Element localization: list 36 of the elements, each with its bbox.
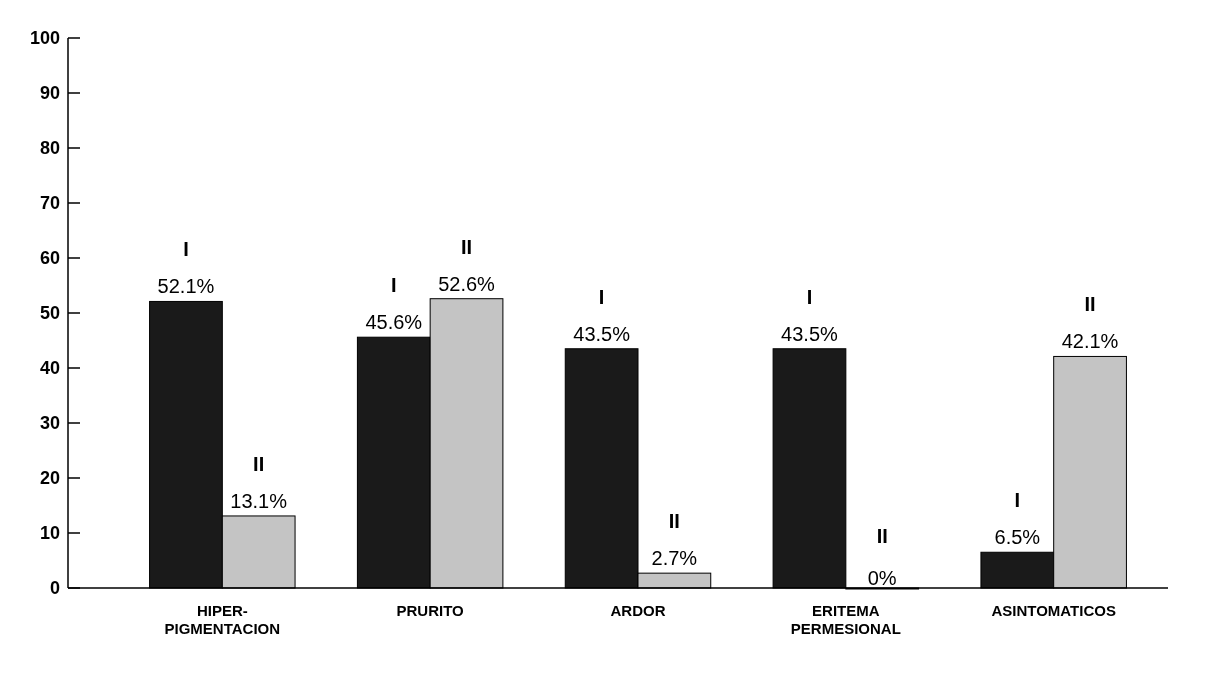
- data-label: 45.6%: [365, 311, 423, 334]
- y-tick-label: 40: [39, 358, 60, 379]
- data-label: 42.1%: [1061, 330, 1119, 353]
- data-label: 43.5%: [781, 322, 839, 345]
- text: II: [876, 525, 888, 547]
- data-label: 52.1%: [157, 275, 215, 298]
- y-tick-label: 70: [39, 193, 60, 214]
- x-tick-label: ERITEMA PERMESIONAL: [790, 602, 901, 637]
- x-tick-label: PRURITO: [396, 602, 465, 619]
- text: II: [668, 510, 680, 533]
- data-label: 13.1%: [230, 489, 288, 512]
- text: II: [253, 452, 265, 475]
- text: II: [1084, 293, 1096, 316]
- y-tick-label: 80: [39, 138, 60, 159]
- y-tick-label: 10: [39, 523, 60, 544]
- text: I: [806, 285, 813, 308]
- y-tick-label: 50: [39, 303, 60, 324]
- y-tick-label: 60: [39, 248, 60, 269]
- data-label: 6.5%: [994, 526, 1041, 549]
- x-tick-label: HIPER- PIGMENTACION: [164, 602, 281, 637]
- data-label: 0%: [867, 567, 897, 589]
- text: I: [1014, 489, 1021, 512]
- data-label: 43.5%: [573, 322, 631, 345]
- text: I: [598, 285, 605, 308]
- y-tick-label: 20: [39, 468, 60, 489]
- text: I: [183, 238, 189, 261]
- x-tick-label: ARDOR: [610, 602, 666, 619]
- y-tick-label: 100: [29, 28, 60, 49]
- text: II: [460, 235, 473, 258]
- y-tick-label: 90: [39, 83, 60, 104]
- x-tick-label: ASINTOMATICOS: [991, 602, 1116, 619]
- y-tick-label: 30: [39, 413, 60, 434]
- text: I: [391, 274, 397, 297]
- data-label: 2.7%: [651, 547, 698, 570]
- y-tick-label: 0: [49, 578, 60, 599]
- data-label: 52.6%: [438, 272, 496, 295]
